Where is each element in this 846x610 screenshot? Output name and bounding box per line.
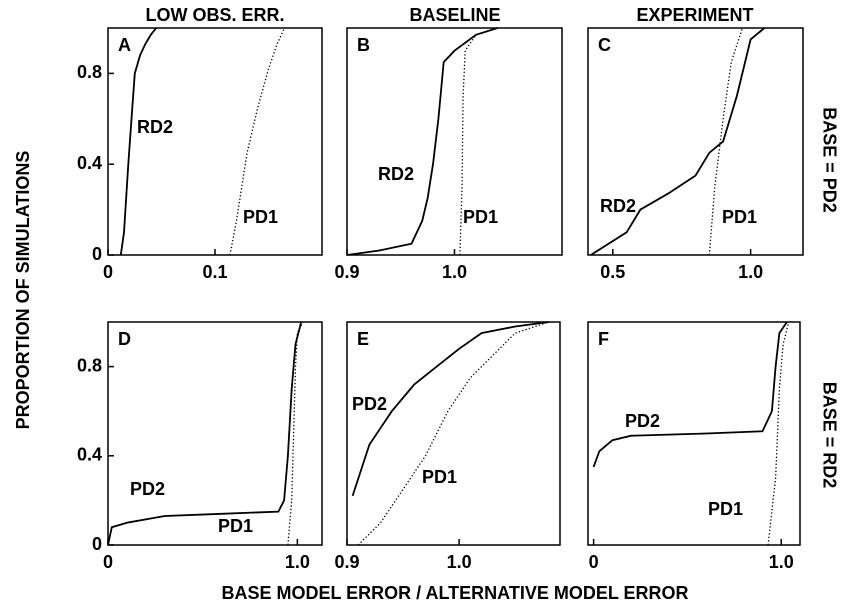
x-tick-label: 0.9 <box>334 262 359 282</box>
plot-frame <box>107 27 323 256</box>
series-label: PD1 <box>218 516 253 536</box>
cdf-line <box>351 321 549 497</box>
column-title: EXPERIMENT <box>636 5 753 25</box>
series-label: PD2 <box>352 394 387 414</box>
panel-letter: D <box>118 329 131 349</box>
panel-letter: E <box>357 329 369 349</box>
x-tick-label: 0.1 <box>202 262 227 282</box>
series-label: RD2 <box>600 196 636 216</box>
plot-frame <box>346 321 561 546</box>
cdf-line <box>287 321 304 546</box>
y-axis-label: PROPORTION OF SIMULATIONS <box>13 151 33 430</box>
x-tick-label: 0.9 <box>334 552 359 572</box>
panel-letter: A <box>118 35 131 55</box>
cdf-line <box>346 27 498 256</box>
series-label: PD2 <box>130 479 165 499</box>
row-label: BASE = RD2 <box>819 382 839 489</box>
series-label: PD1 <box>722 207 757 227</box>
plot-frame <box>346 27 563 256</box>
series-label: PD2 <box>625 411 660 431</box>
y-tick-label: 0.8 <box>77 355 102 375</box>
column-title: BASELINE <box>409 5 500 25</box>
plot-frame <box>587 321 801 546</box>
y-tick-label: 0 <box>92 244 102 264</box>
y-tick-label: 0.8 <box>77 62 102 82</box>
cdf-line <box>767 321 790 546</box>
x-axis-label: BASE MODEL ERROR / ALTERNATIVE MODEL ERR… <box>221 583 688 603</box>
series-label: RD2 <box>378 164 414 184</box>
x-tick-label: 0 <box>589 552 599 572</box>
series-label: PD1 <box>422 467 457 487</box>
series-label: RD2 <box>137 117 173 137</box>
cdf-line <box>357 321 550 546</box>
column-title: LOW OBS. ERR. <box>146 5 285 25</box>
y-tick-label: 0.4 <box>77 153 102 173</box>
cdf-line <box>459 27 498 256</box>
panel-letter: B <box>357 35 370 55</box>
cdf-line <box>708 27 744 256</box>
y-tick-label: 0.4 <box>77 445 102 465</box>
x-tick-label: 0 <box>103 552 113 572</box>
cdf-line <box>107 321 303 546</box>
panel-letter: C <box>598 35 611 55</box>
plot-frame <box>587 27 804 256</box>
x-tick-label: 1.0 <box>738 262 763 282</box>
series-label: PD1 <box>243 207 278 227</box>
x-tick-label: 0 <box>103 262 113 282</box>
x-tick-label: 1.0 <box>447 552 472 572</box>
series-label: PD1 <box>463 207 498 227</box>
cdf-line <box>592 321 788 468</box>
panel-letter: F <box>598 329 609 349</box>
cdf-line <box>590 27 765 256</box>
y-tick-label: 0 <box>92 534 102 554</box>
row-label: BASE = PD2 <box>819 107 839 213</box>
cdf-line <box>119 27 157 256</box>
series-label: PD1 <box>708 499 743 519</box>
x-tick-label: 1.0 <box>442 262 467 282</box>
x-tick-label: 1.0 <box>285 552 310 572</box>
x-tick-label: 0.5 <box>600 262 625 282</box>
x-tick-label: 1.0 <box>769 552 794 572</box>
plot-frame <box>107 321 323 546</box>
